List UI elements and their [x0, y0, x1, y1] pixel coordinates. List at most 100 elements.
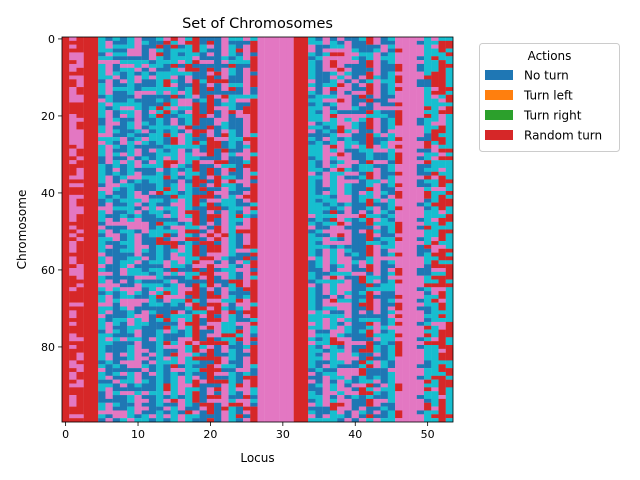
heatmap-cell — [148, 310, 157, 315]
heatmap-cell — [214, 79, 222, 84]
heatmap-cell — [69, 40, 77, 45]
heatmap-cell — [322, 360, 331, 365]
heatmap-cell — [163, 40, 171, 45]
heatmap-cell — [199, 275, 207, 280]
heatmap-cell — [119, 214, 128, 219]
heatmap-cell — [134, 160, 142, 169]
heatmap-cell — [322, 229, 331, 234]
heatmap-cell — [119, 90, 128, 103]
heatmap-cell — [243, 40, 251, 45]
heatmap-cell — [163, 294, 171, 303]
heatmap-cell — [358, 302, 367, 307]
heatmap-cell — [373, 237, 381, 242]
heatmap-cell — [424, 191, 432, 199]
heatmap-cell — [76, 379, 84, 388]
heatmap-cell — [308, 94, 316, 99]
y-tick-label: 80 — [41, 341, 55, 354]
heatmap-cell — [177, 395, 186, 400]
heatmap-cell — [221, 352, 229, 357]
heatmap-cell — [119, 371, 128, 376]
heatmap-cell — [98, 414, 106, 419]
heatmap-cell — [351, 341, 360, 346]
heatmap-cell — [105, 337, 113, 342]
heatmap-cell — [351, 260, 360, 265]
heatmap-cell — [148, 360, 157, 365]
heatmap-cell — [438, 375, 446, 396]
heatmap-cell — [380, 83, 388, 107]
heatmap-cell — [214, 244, 222, 253]
heatmap-cell — [322, 329, 331, 334]
heatmap-cell — [199, 345, 207, 349]
heatmap-cell — [156, 206, 164, 211]
heatmap-cell — [170, 37, 178, 41]
heatmap-cell — [329, 221, 338, 226]
heatmap-cell — [337, 48, 345, 53]
heatmap-cell — [322, 248, 331, 272]
heatmap-cell — [380, 183, 388, 192]
heatmap-cell — [438, 106, 446, 111]
heatmap-cell — [134, 140, 142, 145]
heatmap-cell — [438, 191, 446, 195]
heatmap-cell — [221, 137, 229, 142]
heatmap-cell — [141, 395, 150, 400]
heatmap-cell — [170, 160, 178, 165]
heatmap-cell — [76, 160, 84, 169]
heatmap-cell — [344, 325, 352, 334]
heatmap-cell — [228, 337, 236, 346]
heatmap-cell — [445, 87, 454, 92]
heatmap-cell — [170, 341, 178, 346]
heatmap-cell — [424, 294, 432, 307]
heatmap-cell — [416, 117, 425, 126]
heatmap-cell — [250, 406, 258, 423]
heatmap-cell — [358, 179, 367, 192]
heatmap-cell — [380, 44, 388, 53]
heatmap-cell — [185, 414, 193, 423]
heatmap-cell — [163, 71, 171, 80]
heatmap-cell — [163, 125, 171, 130]
heatmap-cell — [250, 302, 258, 307]
heatmap-cell — [221, 306, 229, 311]
heatmap-cell — [127, 140, 135, 157]
heatmap-cell — [424, 171, 432, 176]
x-tick-label: 50 — [421, 428, 435, 441]
heatmap-cell — [214, 137, 222, 142]
heatmap-cell — [250, 37, 258, 41]
heatmap-cell — [387, 368, 396, 373]
heatmap-cell — [112, 337, 121, 342]
heatmap-cell — [221, 121, 229, 130]
heatmap-cell — [163, 94, 171, 103]
heatmap-cell — [105, 237, 113, 242]
heatmap-cell — [366, 71, 374, 80]
heatmap-cell — [395, 325, 403, 334]
heatmap-cell — [148, 314, 157, 338]
heatmap-cell — [206, 44, 215, 49]
heatmap-cell — [387, 102, 396, 107]
heatmap-cell — [199, 98, 207, 103]
heatmap-cell — [337, 321, 345, 326]
heatmap-cell — [445, 221, 454, 230]
heatmap-cell — [387, 148, 396, 161]
heatmap-cell — [308, 175, 316, 215]
heatmap-cell — [76, 94, 84, 103]
heatmap-cell — [134, 129, 142, 134]
heatmap-cell — [344, 129, 352, 134]
heatmap-cell — [69, 406, 77, 415]
heatmap-cell — [250, 345, 258, 365]
heatmap-cell — [315, 229, 323, 234]
heatmap-cell — [264, 37, 273, 423]
heatmap-cell — [127, 256, 135, 265]
heatmap-cell — [148, 395, 157, 415]
heatmap-cell — [337, 171, 345, 176]
heatmap-cell — [329, 314, 338, 330]
heatmap-cell — [431, 98, 439, 122]
heatmap-cell — [337, 341, 345, 346]
heatmap-cell — [69, 383, 77, 388]
heatmap-cell — [214, 164, 222, 169]
heatmap-cell — [387, 302, 396, 307]
heatmap-cell — [387, 325, 396, 330]
heatmap-cell — [228, 395, 236, 400]
heatmap-cell — [134, 318, 142, 330]
heatmap-cell — [358, 395, 367, 407]
heatmap-cell — [199, 83, 207, 99]
heatmap-cell — [366, 321, 374, 326]
